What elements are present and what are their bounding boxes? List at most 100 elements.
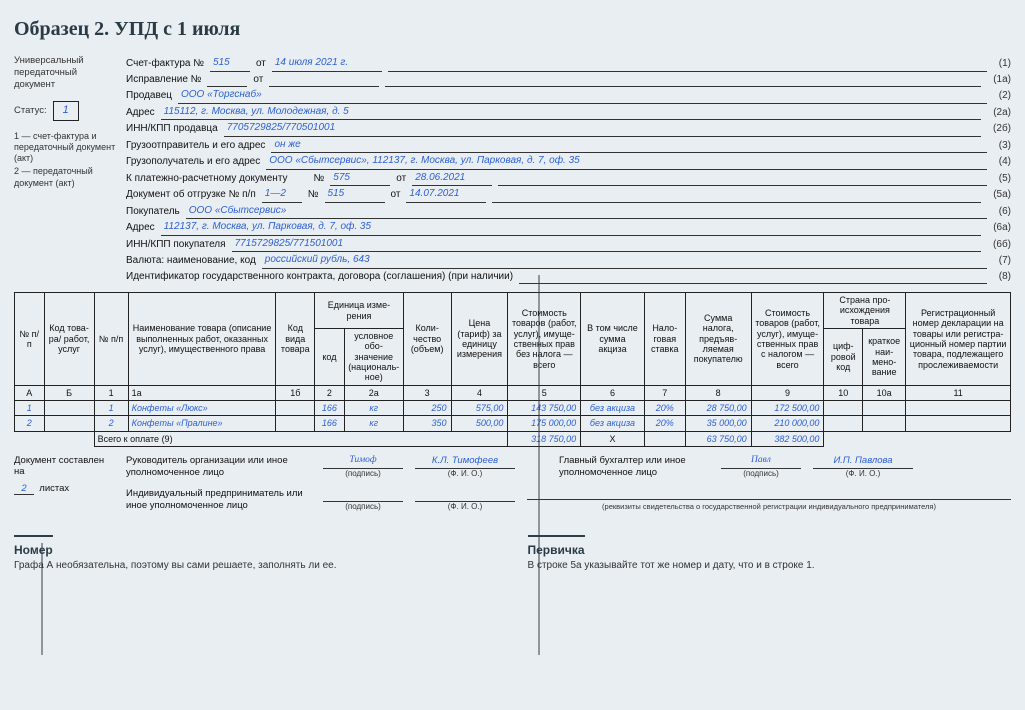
col-10a: крат­кое наи­мено­вание — [863, 329, 906, 386]
col-b: Код това­ра/ работ, услуг — [44, 293, 94, 386]
cell-a: 2 — [15, 416, 45, 431]
col-7: Нало­говая став­ка — [644, 293, 685, 386]
id-2: 2 — [315, 385, 345, 400]
id-9: 9 — [751, 385, 824, 400]
id-8: 8 — [685, 385, 751, 400]
paydoc-date-lbl: от — [396, 171, 406, 187]
id-3: 3 — [403, 385, 451, 400]
callouts: Номер Графа А необязательна, поэтому вы … — [14, 535, 1011, 573]
cell-rate: 20% — [644, 401, 685, 416]
cell-sum9: 172 500,00 — [751, 401, 824, 416]
cell-price: 500,00 — [451, 416, 508, 431]
col-2-name: условное обо­значение (наци­ональ­ное) — [344, 329, 403, 386]
shipdoc-no: 515 — [325, 186, 385, 203]
cell-rate: 20% — [644, 416, 685, 431]
cell-c10 — [824, 416, 863, 431]
corr-date — [269, 73, 379, 87]
paydoc-no: 575 — [330, 170, 390, 187]
cell-vid — [276, 401, 315, 416]
corr-date-lbl: от — [253, 72, 263, 88]
ip-label: Индивидуальный предприниматель или иное … — [126, 488, 311, 511]
cell-n: 2 — [94, 416, 128, 431]
id-4: 4 — [451, 385, 508, 400]
corr-label: Исправление № — [126, 72, 201, 88]
sub-sign-2: (подпись) — [721, 469, 801, 478]
col-a: № п/п — [15, 293, 45, 386]
col-2: Единица изме­рения — [315, 293, 404, 329]
cell-n: 1 — [94, 401, 128, 416]
col-2-code: код — [315, 329, 345, 386]
currency-num: (7) — [999, 253, 1011, 269]
sf-date: 14 июля 2021 г. — [272, 55, 382, 72]
id-1b: 1б — [276, 385, 315, 400]
buyer-inn-num: (6б) — [993, 237, 1011, 253]
inn-label: ИНН/КПП продавца — [126, 121, 218, 137]
cell-price: 575,00 — [451, 401, 508, 416]
paydoc-num: (5) — [999, 171, 1011, 187]
shipdoc-no-lbl: № — [308, 187, 319, 203]
totals-row: Всего к оплате (9) 318 750,00 Х 63 750,0… — [15, 431, 1011, 446]
total-sum9: 382 500,00 — [751, 431, 824, 446]
acc-sign: Павл — [721, 455, 801, 469]
doc-type-label: Универсальный передаточный документ — [14, 55, 116, 91]
currency-label: Валюта: наименование, код — [126, 253, 256, 269]
col-1b: Код вида това­ра — [276, 293, 315, 386]
id-b: Б — [44, 385, 94, 400]
legend-1: 1 — счет-фактура и передаточный документ… — [14, 131, 116, 165]
addr: 115112, г. Москва, ул. Молодежная, д. 5 — [161, 104, 982, 121]
items-table: № п/п Код това­ра/ работ, услуг № п/п На… — [14, 292, 1011, 447]
cell-akc: без акциза — [581, 401, 645, 416]
contract-value — [519, 270, 987, 284]
shipdoc-num: (5а) — [993, 187, 1011, 203]
shipdoc-date: 14.07.2021 — [406, 186, 486, 203]
sub-sign-3: (подпись) — [323, 502, 403, 511]
cell-c10a — [863, 401, 906, 416]
inn-num: (2б) — [993, 121, 1011, 137]
consignee-num: (4) — [999, 154, 1011, 170]
sub-fio-3: (Ф. И. О.) — [415, 502, 515, 511]
buyer-num: (6) — [999, 204, 1011, 220]
id-1a: 1а — [128, 385, 276, 400]
id-1: 1 — [94, 385, 128, 400]
cell-code: 166 — [315, 416, 345, 431]
cell-name: Конфеты «Люкс» — [128, 401, 276, 416]
callout-2: Первичка В строке 5а указывайте тот же н… — [528, 535, 1012, 573]
signatures: Документ составлен на 2 листах Руководит… — [14, 455, 1011, 513]
shipdoc-range: 1—2 — [262, 186, 302, 203]
cell-tax: 35 000,00 — [685, 416, 751, 431]
sf-label: Счет-фактура № — [126, 56, 204, 72]
col-1a: Наименование това­ра (описание выпол­нен… — [128, 293, 276, 386]
callout-1: Номер Графа А необязательна, поэтому вы … — [14, 535, 498, 573]
currency: российский рубль, 643 — [262, 252, 987, 269]
sheets-label-1: Документ составлен на — [14, 455, 116, 477]
buyer-label: Покупатель — [126, 204, 180, 220]
paydoc-no-lbl: № — [314, 171, 325, 187]
cell-qty: 350 — [403, 416, 451, 431]
sf-no: 515 — [210, 55, 250, 72]
cell-sum5: 175 000,00 — [508, 416, 581, 431]
col-9: Стоимость товаров (работ, услуг), имуще­… — [751, 293, 824, 386]
cell-code: 166 — [315, 401, 345, 416]
addr-label: Адрес — [126, 105, 155, 121]
paydoc-label: К платежно-расчетному документу — [126, 171, 288, 187]
ip-details — [527, 486, 1011, 500]
cell-akc: без акциза — [581, 416, 645, 431]
corr-num: (1а) — [993, 72, 1011, 88]
cell-sum9: 210 000,00 — [751, 416, 824, 431]
cell-c11 — [906, 416, 1011, 431]
shipdoc-date-lbl: от — [391, 187, 401, 203]
ip-sign — [323, 488, 403, 502]
total-sum5: 318 750,00 — [508, 431, 581, 446]
consignee-label: Грузополучатель и его адрес — [126, 154, 260, 170]
col-8: Сумма налога, предъяв­ляемая покупа­телю — [685, 293, 751, 386]
callout-1-text: Графа А необязательна, поэтому вы сами р… — [14, 559, 498, 573]
buyer-addr-num: (6а) — [993, 220, 1011, 236]
cell-c11 — [906, 401, 1011, 416]
status-value: 1 — [53, 101, 79, 121]
contract-label: Идентификатор государственного контракта… — [126, 269, 513, 285]
table-row: 11Конфеты «Люкс»166кг250575,00143 750,00… — [15, 401, 1011, 416]
buyer-inn: 7715729825/771501001 — [232, 236, 981, 253]
head-sign: Тимоф — [323, 455, 403, 469]
main-info: Счет-фактура № 515 от 14 июля 2021 г. (1… — [126, 55, 1011, 284]
id-5: 5 — [508, 385, 581, 400]
